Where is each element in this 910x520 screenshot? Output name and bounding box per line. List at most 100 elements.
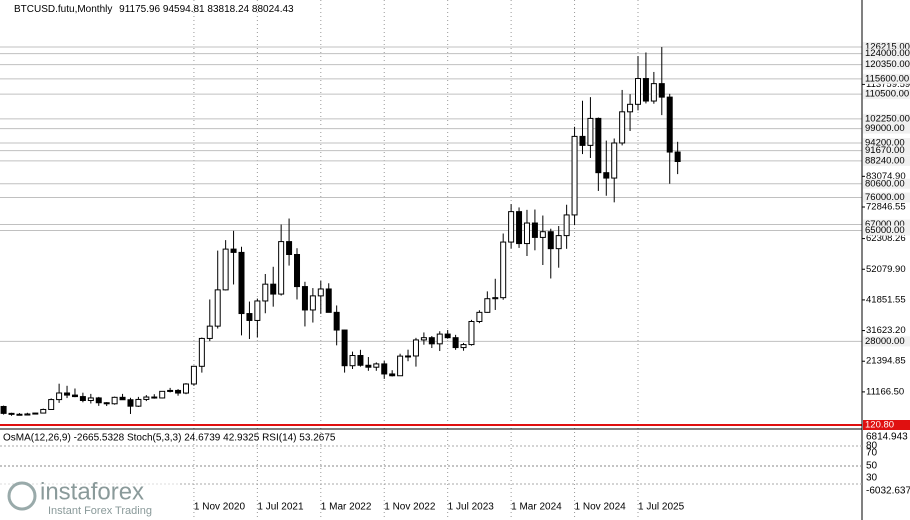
candle-body <box>167 389 174 392</box>
candle-body <box>436 333 443 345</box>
candle-body <box>127 399 134 407</box>
y-tick-label: 52079.90 <box>866 264 906 275</box>
candles <box>0 47 681 416</box>
candle-body <box>452 337 459 349</box>
candle-body <box>595 117 602 174</box>
level-label-box <box>863 123 910 134</box>
candle-body <box>175 389 182 394</box>
candle-body <box>658 83 665 98</box>
candle-body <box>563 214 570 237</box>
candle-body <box>468 320 475 346</box>
logo: instaforex Instant Forex Trading <box>0 476 178 520</box>
candle-body <box>182 383 189 394</box>
y-tick-label: 62308.26 <box>866 233 906 244</box>
candle-body <box>579 135 586 146</box>
level-label-box <box>863 145 910 156</box>
x-tick-label: 1 Jul 2025 <box>638 502 685 513</box>
indicator-scale: -6032.637 <box>866 486 910 497</box>
candle-body <box>516 211 523 245</box>
candle-body <box>48 399 55 410</box>
logo-tagline: Instant Forex Trading <box>48 505 152 517</box>
indicator-scale: 80 <box>866 441 878 452</box>
level-label-box <box>863 137 910 148</box>
level-label-box <box>863 89 910 100</box>
candle-body <box>420 337 427 341</box>
candle-body <box>16 413 23 416</box>
candle-body <box>484 298 491 313</box>
candle-body <box>666 96 673 153</box>
y-tick-label: 11166.50 <box>866 386 904 397</box>
x-tick-label: 1 Jul 2021 <box>257 502 304 513</box>
candle-body <box>373 363 380 368</box>
candle-body <box>674 151 681 162</box>
level-label: 126215.00 <box>865 42 910 53</box>
level-label: 80600.00 <box>865 178 905 189</box>
level-label: 76000.00 <box>865 192 905 203</box>
candle-body <box>103 402 110 405</box>
level-label-box <box>863 155 910 166</box>
candle-body <box>341 329 348 367</box>
candle-body <box>635 78 641 105</box>
level-label: 91670.00 <box>865 145 905 156</box>
candle-body <box>555 235 562 250</box>
level-label: 65000.00 <box>865 225 905 236</box>
candle-body <box>587 117 594 146</box>
x-tick-label: 1 Nov 2024 <box>575 502 627 513</box>
level-label-box <box>863 336 910 347</box>
candle-body <box>531 222 538 238</box>
candle-body <box>444 333 451 339</box>
candle-body <box>476 311 483 322</box>
level-label: 102250.00 <box>865 113 910 124</box>
candle-body <box>159 390 166 399</box>
candle-body <box>389 373 396 377</box>
candle-body <box>56 392 63 401</box>
candle-body <box>523 222 530 245</box>
y-tick-label: 41851.55 <box>866 294 906 305</box>
level-label-box <box>863 73 910 84</box>
candle-body <box>357 355 364 366</box>
level-label-box <box>863 59 910 70</box>
candle-body <box>95 397 102 404</box>
candle-body <box>190 365 197 385</box>
level-label-box <box>863 192 910 203</box>
y-tick-label: 72846.55 <box>866 202 906 213</box>
candle-body <box>381 363 388 375</box>
candle-body <box>222 248 229 291</box>
candle-body <box>294 253 301 288</box>
candle-body <box>278 241 285 295</box>
open-value: 91175.96 <box>119 4 160 15</box>
candle-body <box>650 83 657 102</box>
candle-body <box>428 337 435 345</box>
logo-name: instaforex <box>40 478 144 505</box>
y-tick-label: 113759.59 <box>866 79 910 90</box>
level-label-box <box>863 225 910 236</box>
candle-body <box>333 311 340 331</box>
symbol: BTCUSD.futu,Monthly <box>14 4 112 15</box>
y-tick-label: 31623.20 <box>866 325 906 336</box>
levels <box>0 46 862 426</box>
candle-body <box>143 396 150 400</box>
candle-body <box>309 295 316 311</box>
candle-body <box>325 288 332 313</box>
candle-body <box>238 251 245 315</box>
candle-body <box>412 339 419 357</box>
candle-body <box>40 408 47 414</box>
candle-body <box>262 283 269 302</box>
level-label: 67000.00 <box>865 219 905 230</box>
candle-body <box>198 337 205 367</box>
candle-body <box>349 355 356 367</box>
candle-body <box>24 413 31 416</box>
level-label-box <box>863 219 910 230</box>
candle-body <box>151 396 158 399</box>
indicator-label: OsMA(12,26,9) -2665.5328 Stoch(5,3,3) 24… <box>3 433 336 444</box>
candle-body <box>611 142 618 179</box>
candle-body <box>492 297 499 300</box>
candle-body <box>317 288 324 297</box>
level-label: 115600.00 <box>865 73 909 84</box>
candle-body <box>87 397 94 401</box>
y-tick-label: 83074.90 <box>866 171 906 182</box>
level-label-box <box>863 113 910 124</box>
high-value: 94594.81 <box>163 4 205 15</box>
candle-body <box>8 412 15 415</box>
candle-body <box>246 313 253 321</box>
